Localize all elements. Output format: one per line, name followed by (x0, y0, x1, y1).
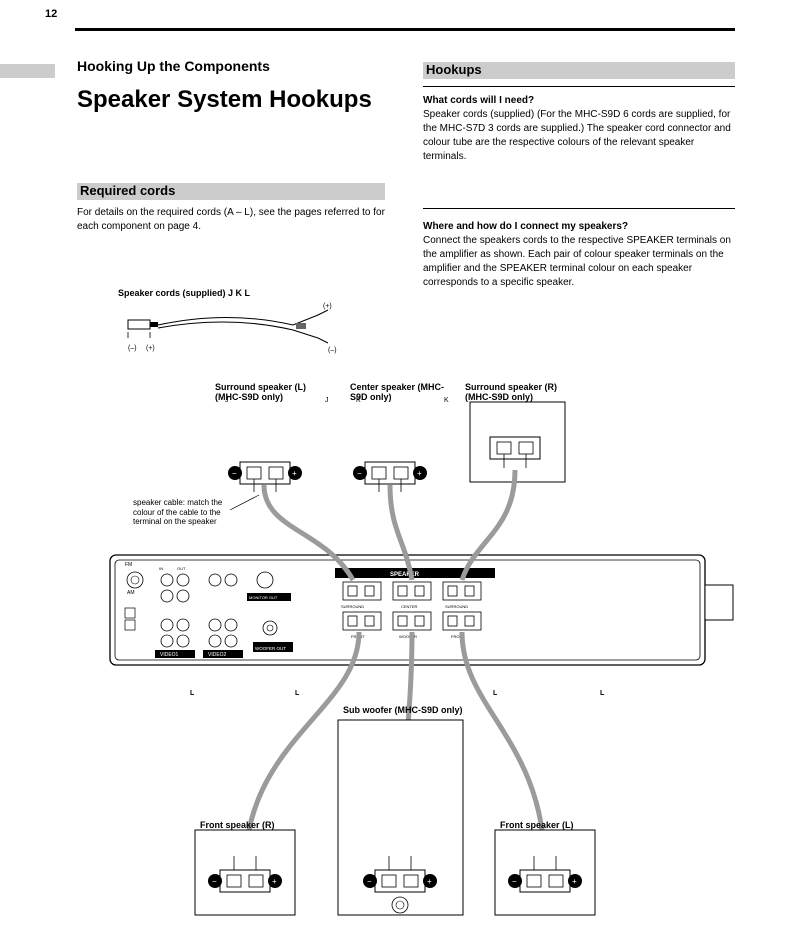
svg-text:SURROUND: SURROUND (341, 604, 364, 609)
svg-text:−: − (357, 469, 362, 478)
left-body-text: For details on the required cords (A – L… (77, 206, 385, 234)
letter-j2: J (325, 397, 329, 404)
page-number: 12 (45, 8, 57, 20)
svg-text:VIDEO1: VIDEO1 (160, 652, 179, 658)
right-rule-2 (423, 208, 735, 209)
main-heading: Speaker System Hookups (77, 86, 397, 114)
svg-text:WOOFER OUT: WOOFER OUT (255, 646, 286, 651)
svg-text:+: + (417, 469, 422, 478)
cord-pos: (+) (146, 345, 155, 352)
front-r-speaker: − + (195, 830, 295, 915)
amplifier-rear: FM AM VIDEO1 IN OUT (110, 555, 733, 665)
cord-pos2: (+) (323, 303, 332, 310)
cord-neg2: (–) (328, 347, 337, 354)
cord-label: Speaker cords (supplied) J K L (118, 288, 250, 298)
svg-text:AM: AM (127, 590, 135, 596)
svg-text:−: − (212, 877, 217, 886)
cable-note: speaker cable: match the colour of the c… (133, 498, 233, 527)
svg-text:SPEAKER: SPEAKER (390, 572, 420, 578)
side-tab (0, 64, 55, 78)
wiring-diagram: J J K K − + − + (75, 380, 735, 910)
right-text-2: Connect the speakers cords to the respec… (423, 235, 731, 288)
subwoofer-speaker: − + (338, 720, 463, 915)
svg-text:FM: FM (125, 562, 132, 568)
svg-text:OUT: OUT (177, 566, 186, 571)
svg-text:+: + (572, 877, 577, 886)
top-rule (75, 28, 735, 31)
svg-text:MONITOR OUT: MONITOR OUT (249, 595, 278, 600)
svg-text:IN: IN (159, 566, 163, 571)
cord-illustration: (–) (+) (+) (–) (118, 300, 348, 365)
svg-text:+: + (292, 469, 297, 478)
svg-text:−: − (367, 877, 372, 886)
section-title: Hooking Up the Components (77, 58, 270, 74)
right-subhead-1: What cords will I need? (423, 95, 534, 106)
letter-l4: L (600, 690, 604, 697)
right-text-1: Speaker cords (supplied) (For the MHC-S9… (423, 109, 731, 162)
svg-text:−: − (512, 877, 517, 886)
right-sub-title: Hookups (426, 62, 482, 77)
left-sub-title: Required cords (80, 183, 175, 198)
cord-neg: (–) (128, 345, 137, 352)
label-front-l: Front speaker (L) (500, 820, 574, 830)
label-surround-r: Surround speaker (R) (MHC-S9D only) (465, 382, 575, 402)
right-subhead-2: Where and how do I connect my speakers? (423, 221, 628, 232)
front-l-speaker: − + (495, 830, 595, 915)
svg-text:+: + (272, 877, 277, 886)
svg-text:+: + (427, 877, 432, 886)
right-body-1: What cords will I need? Speaker cords (s… (423, 94, 735, 164)
letter-l2: L (295, 690, 299, 697)
label-surround-l: Surround speaker (L) (MHC-S9D only) (215, 382, 325, 402)
svg-text:CENTER: CENTER (401, 604, 418, 609)
right-body-2: Where and how do I connect my speakers? … (423, 220, 735, 290)
svg-text:−: − (232, 469, 237, 478)
svg-text:SURROUND: SURROUND (445, 604, 468, 609)
label-center: Center speaker (MHC-S9D only) (350, 382, 450, 402)
svg-text:VIDEO2: VIDEO2 (208, 652, 227, 658)
label-front-r: Front speaker (R) (200, 820, 275, 830)
letter-l3: L (493, 690, 497, 697)
label-subwoofer: Sub woofer (MHC-S9D only) (343, 705, 463, 715)
letter-l1: L (190, 690, 194, 697)
right-rule-1 (423, 86, 735, 87)
